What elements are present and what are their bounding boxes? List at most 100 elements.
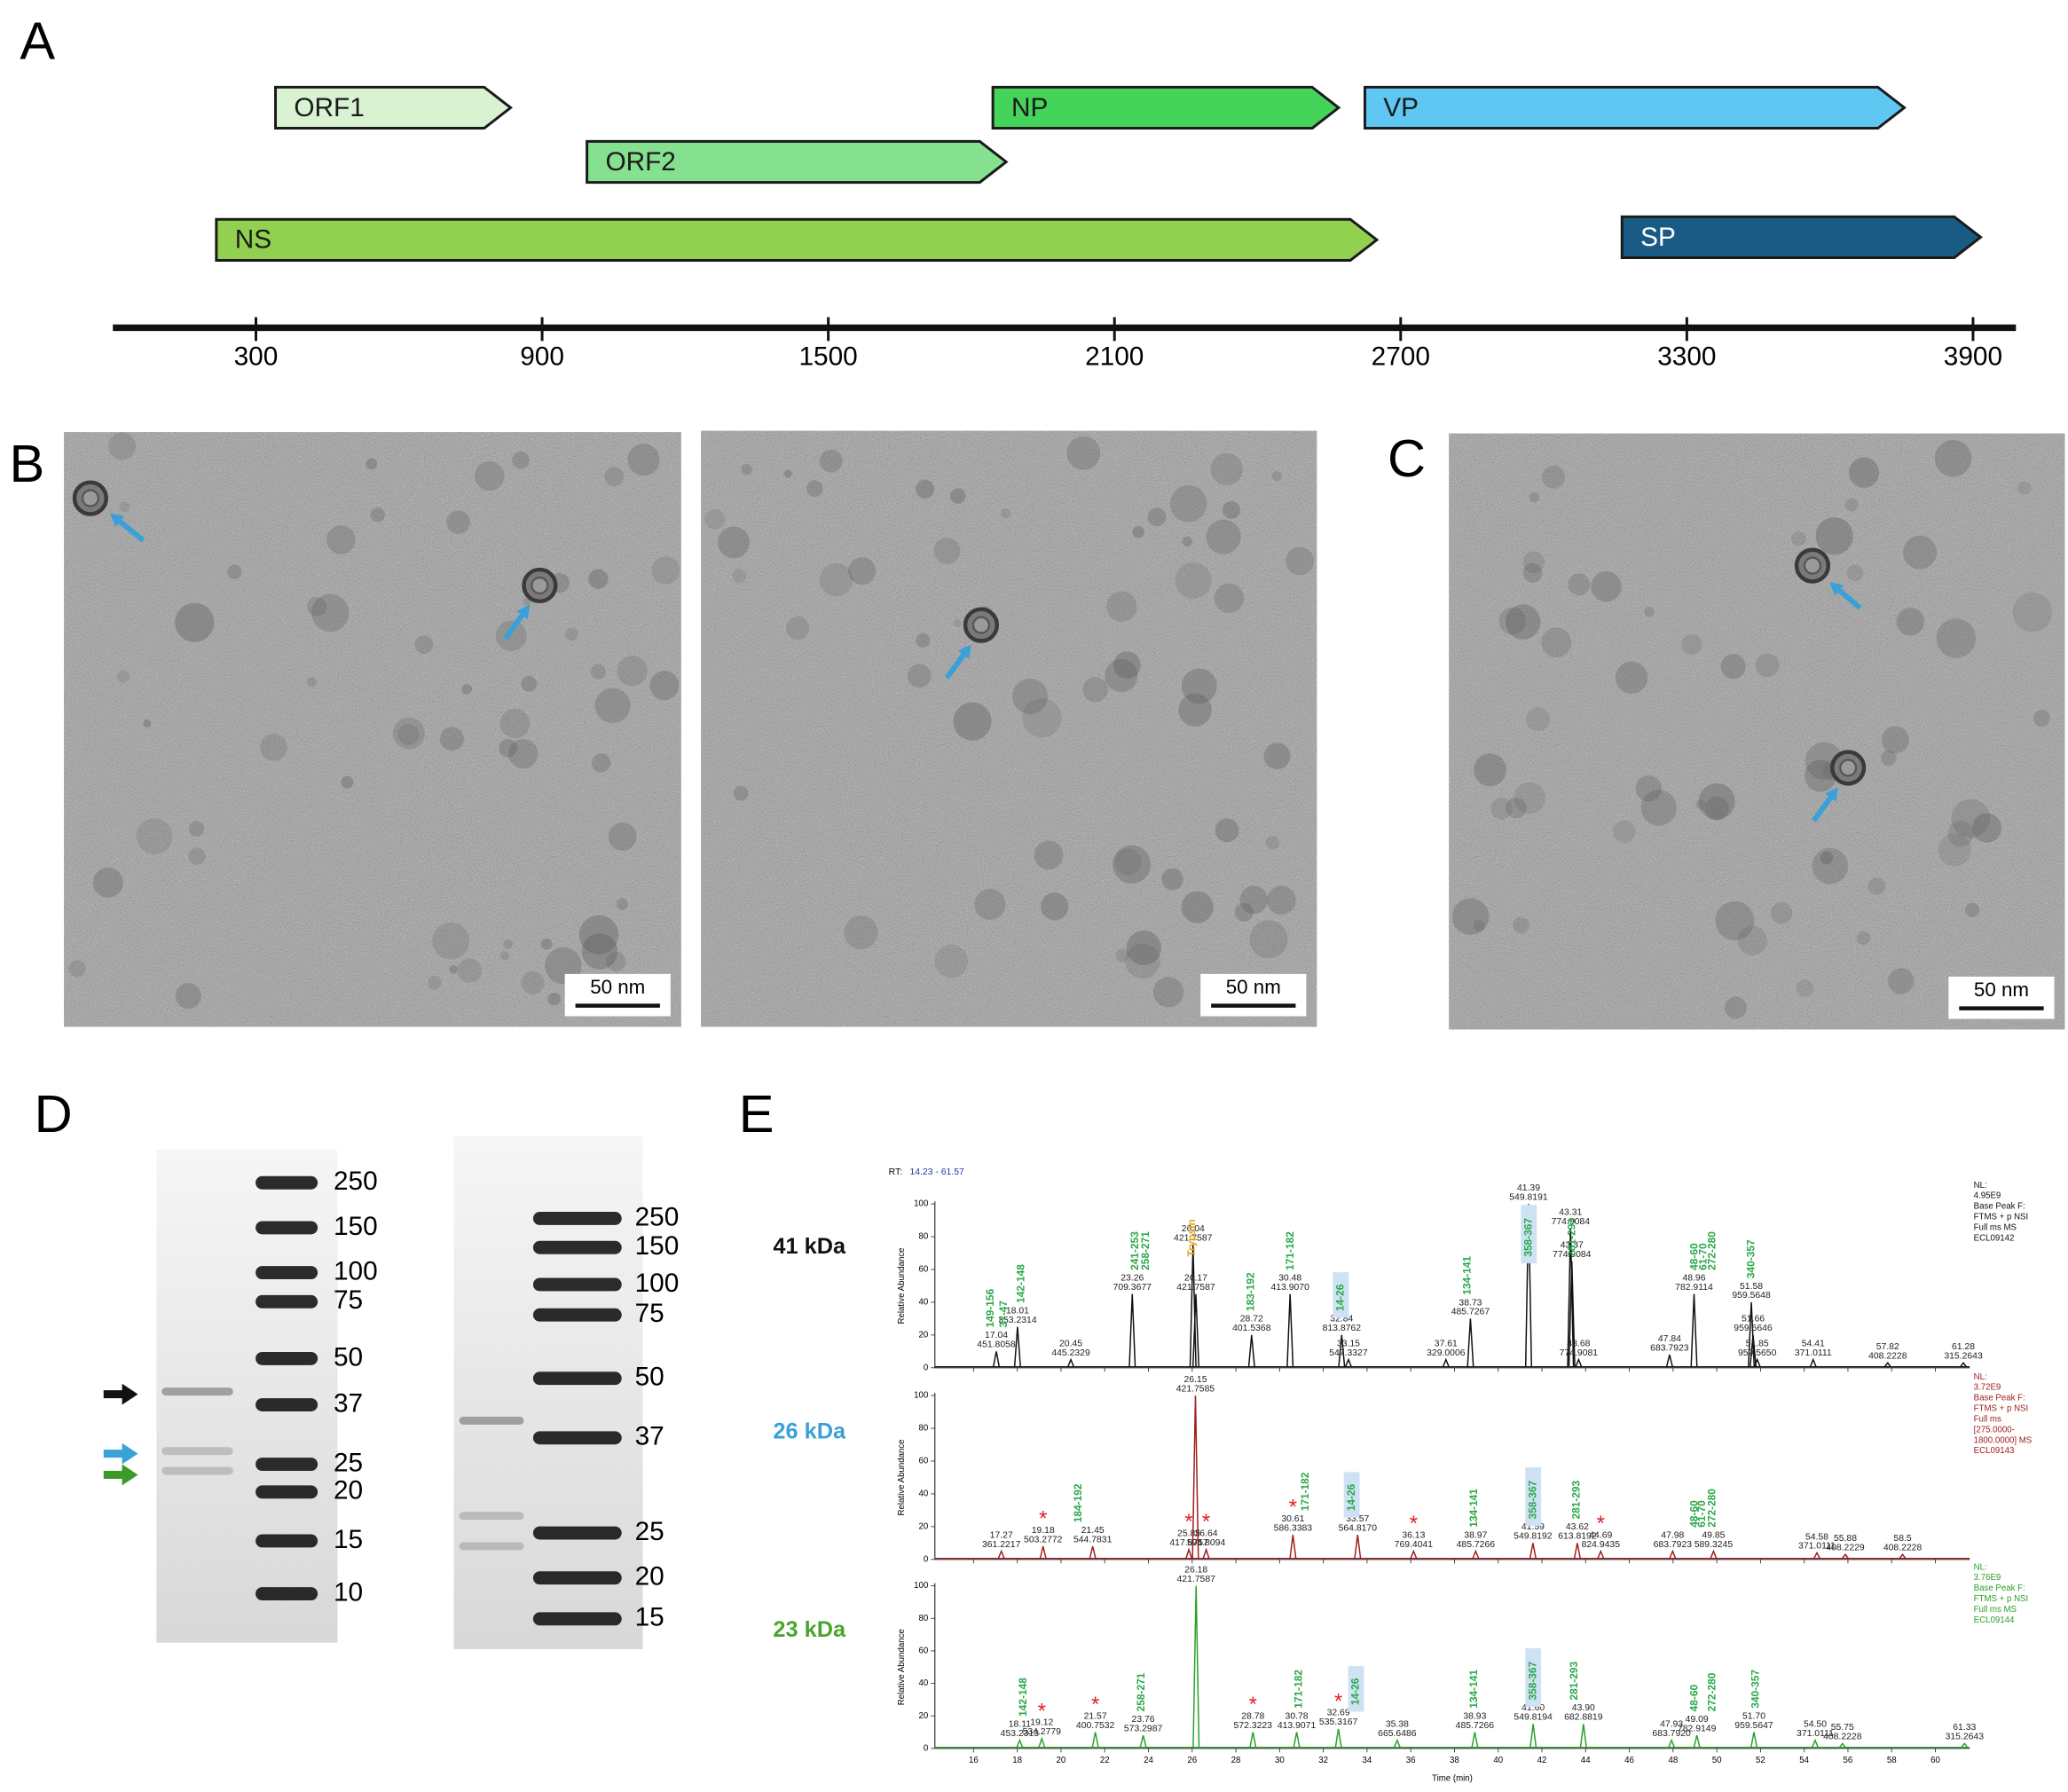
x-tick-label: 34 (1363, 1756, 1372, 1765)
particle (1126, 930, 1161, 966)
peak (1579, 1724, 1587, 1748)
peak-rt-label: 26.17 (1184, 1274, 1207, 1284)
ladder-band (256, 1398, 318, 1411)
virus-core (1803, 556, 1821, 575)
particle (92, 867, 123, 898)
peak-mz-label: 421.7587 (1176, 1283, 1215, 1293)
ladder-label: 37 (334, 1388, 363, 1418)
particle (1613, 820, 1636, 844)
particle (1263, 743, 1291, 770)
x-tick-label: 48 (1668, 1756, 1678, 1765)
particle (512, 451, 530, 469)
ladder-band (256, 1534, 318, 1548)
particle (916, 479, 935, 499)
x-tick-label: 22 (1100, 1756, 1110, 1765)
particle (449, 964, 458, 974)
trace-note: ECL09143 (1974, 1446, 2015, 1456)
sample-band (161, 1447, 233, 1456)
particle (819, 562, 853, 597)
panel-label: D (35, 1084, 73, 1144)
y-tick-label: 100 (914, 1581, 928, 1591)
particle (108, 432, 137, 460)
peak (1813, 1551, 1820, 1559)
sample-band (161, 1466, 233, 1475)
particle (392, 717, 425, 750)
peak-mz-label: 485.7266 (1457, 1540, 1496, 1550)
peak-mz-label: 813.8762 (1323, 1324, 1362, 1333)
peak-rt-label: 33.57 (1346, 1514, 1369, 1524)
particle (1169, 484, 1207, 523)
peptide-label: 281-293 (1566, 1218, 1578, 1257)
peptide-highlight (1348, 1666, 1364, 1712)
peak (1669, 1549, 1677, 1559)
particle (188, 821, 205, 837)
peptide-label: 358-367 (1526, 1661, 1538, 1700)
particle (1271, 470, 1283, 482)
trace-note: 1800.0000] MS (1974, 1435, 2033, 1445)
peak-mz-label: 959.5648 (1732, 1291, 1771, 1301)
particle (1881, 726, 1909, 754)
peak-mz-label: 586.3383 (1274, 1523, 1313, 1533)
tick-label: 2100 (1085, 342, 1144, 372)
star: * (1289, 1496, 1297, 1520)
peak-mz-label: 534.2779 (1023, 1727, 1062, 1737)
particle (1512, 916, 1529, 934)
peak-rt-label: 33.15 (1337, 1339, 1360, 1348)
y-tick-label: 80 (919, 1232, 929, 1242)
x-tick-label: 28 (1231, 1756, 1241, 1765)
x-tick-label: 32 (1318, 1756, 1328, 1765)
peak (1710, 1549, 1718, 1559)
particle (116, 670, 130, 683)
particle (1181, 891, 1214, 924)
sample-band (161, 1387, 233, 1396)
particle (341, 775, 354, 789)
trace-note: 3.76E9 (1974, 1573, 2001, 1583)
peak-mz-label: 774.9084 (1552, 1217, 1591, 1227)
star: * (1184, 1510, 1192, 1534)
particle (540, 938, 553, 950)
peak (1573, 1543, 1581, 1559)
particle (1022, 697, 1062, 738)
ladder-band (256, 1175, 318, 1190)
peptide-label: 184-192 (1072, 1483, 1084, 1522)
tick-label: 1500 (799, 342, 858, 372)
particle (175, 602, 215, 642)
x-axis-label: Time (min) (1432, 1774, 1473, 1784)
y-tick-label: 20 (919, 1330, 929, 1340)
particle (1529, 492, 1539, 503)
peak-rt-label: 28.72 (1240, 1315, 1263, 1324)
peak (1471, 1732, 1479, 1748)
peak-rt-label: 20.45 (1059, 1339, 1082, 1348)
particle (1695, 799, 1706, 810)
particle (68, 960, 86, 978)
gene-arrow (1620, 215, 1983, 259)
particle (1147, 507, 1167, 527)
particle (495, 620, 527, 652)
particle (1505, 604, 1541, 640)
particle (565, 627, 578, 641)
particle (2012, 592, 2053, 633)
particle (499, 738, 518, 758)
particle (1720, 654, 1746, 680)
particle (1175, 562, 1212, 599)
ladder-band (256, 1351, 318, 1365)
star: * (1202, 1510, 1210, 1534)
peak (1842, 1553, 1849, 1560)
peak (1185, 1547, 1193, 1559)
peak (1038, 1736, 1046, 1748)
particle (1161, 868, 1183, 891)
peak-mz-label: 453.2313 (1001, 1729, 1040, 1739)
peak-mz-label: 564.8170 (1339, 1523, 1378, 1533)
peak (1597, 1549, 1605, 1559)
peptide-label: 272-280 (1705, 1489, 1718, 1528)
peak-mz-label: 549.8192 (1514, 1532, 1553, 1542)
peak (1191, 1293, 1199, 1367)
peak-mz-label: 413.9071 (1278, 1721, 1317, 1731)
peak (1748, 1301, 1756, 1367)
peak-mz-label: 329.0006 (1427, 1348, 1466, 1358)
peak-rt-label: 38.97 (1464, 1530, 1487, 1540)
particle (1947, 821, 1974, 847)
peak (1753, 1357, 1761, 1367)
particle (1715, 900, 1755, 940)
particle (1934, 439, 1972, 477)
